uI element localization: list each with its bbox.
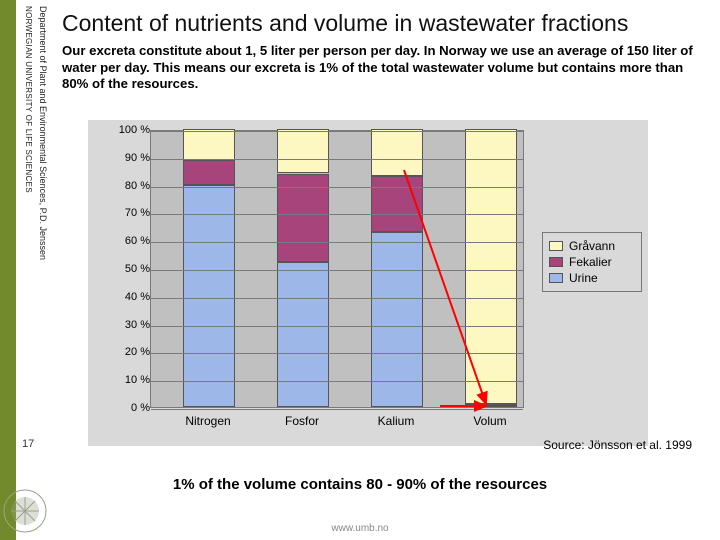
bar-segment <box>371 129 423 176</box>
bar-column <box>277 129 329 407</box>
y-tick-label: 60 % <box>125 235 150 247</box>
gridline <box>151 409 523 410</box>
bars-layer <box>151 131 523 407</box>
y-tick-label: 90 % <box>125 152 150 164</box>
tagline: 1% of the volume contains 80 - 90% of th… <box>0 476 720 493</box>
gridline <box>151 270 523 271</box>
y-tick-label: 100 % <box>119 124 150 136</box>
rail-accent <box>0 0 16 540</box>
y-tick-label: 0 % <box>131 402 150 414</box>
gridline <box>151 353 523 354</box>
gridline <box>151 131 523 132</box>
legend-swatch <box>549 273 563 283</box>
legend: Gråvann Fekalier Urine <box>542 232 642 292</box>
bar-segment <box>183 185 235 407</box>
gridline <box>151 381 523 382</box>
gridline <box>151 187 523 188</box>
left-rail: NORWEGIAN UNIVERSITY OF LIFE SCIENCES De… <box>0 0 56 540</box>
y-tick-label: 30 % <box>125 319 150 331</box>
y-tick-label: 50 % <box>125 263 150 275</box>
gridline <box>151 326 523 327</box>
y-tick-label: 10 % <box>125 374 150 386</box>
legend-label: Gråvann <box>569 239 615 253</box>
legend-row: Gråvann <box>549 239 635 253</box>
rail-gap <box>16 0 24 540</box>
bar-segment <box>183 129 235 160</box>
gridline <box>151 159 523 160</box>
rail-university: NORWEGIAN UNIVERSITY OF LIFE SCIENCES <box>24 6 33 193</box>
legend-swatch <box>549 241 563 251</box>
chart-container: 0 % 10 % 20 % 30 % 40 % 50 % 60 % 70 % 80 % 90 % 1… <box>88 120 648 446</box>
bar-segment <box>277 262 329 407</box>
x-category-label: Fosfor <box>262 414 342 428</box>
gridline <box>151 214 523 215</box>
legend-label: Urine <box>569 271 598 285</box>
legend-swatch <box>549 257 563 267</box>
source-citation: Source: Jönsson et al. 1999 <box>543 438 692 452</box>
bar-segment <box>183 160 235 185</box>
content-area: Content of nutrients and volume in waste… <box>62 10 712 93</box>
y-tick-label: 20 % <box>125 346 150 358</box>
legend-row: Fekalier <box>549 255 635 269</box>
rail-department: Department of Plant and Environmental Sc… <box>38 6 48 260</box>
slide-title: Content of nutrients and volume in waste… <box>62 10 712 37</box>
x-category-label: Volum <box>450 414 530 428</box>
bar-column <box>465 129 517 407</box>
bar-segment <box>277 129 329 173</box>
y-tick-label: 80 % <box>125 180 150 192</box>
slide-number: 17 <box>22 438 34 450</box>
gridline <box>151 242 523 243</box>
bar-segment <box>465 129 517 404</box>
legend-row: Urine <box>549 271 635 285</box>
bar-column <box>371 129 423 407</box>
lead-paragraph: Our excreta constitute about 1, 5 liter … <box>62 43 712 93</box>
x-category-label: Nitrogen <box>168 414 248 428</box>
plot-area <box>150 130 524 408</box>
x-category-label: Kalium <box>356 414 436 428</box>
gridline <box>151 298 523 299</box>
legend-label: Fekalier <box>569 255 612 269</box>
bar-segment <box>371 176 423 232</box>
y-tick-label: 40 % <box>125 291 150 303</box>
y-tick-label: 70 % <box>125 207 150 219</box>
bar-segment <box>465 405 517 407</box>
bar-column <box>183 129 235 407</box>
footer-url: www.umb.no <box>0 523 720 534</box>
